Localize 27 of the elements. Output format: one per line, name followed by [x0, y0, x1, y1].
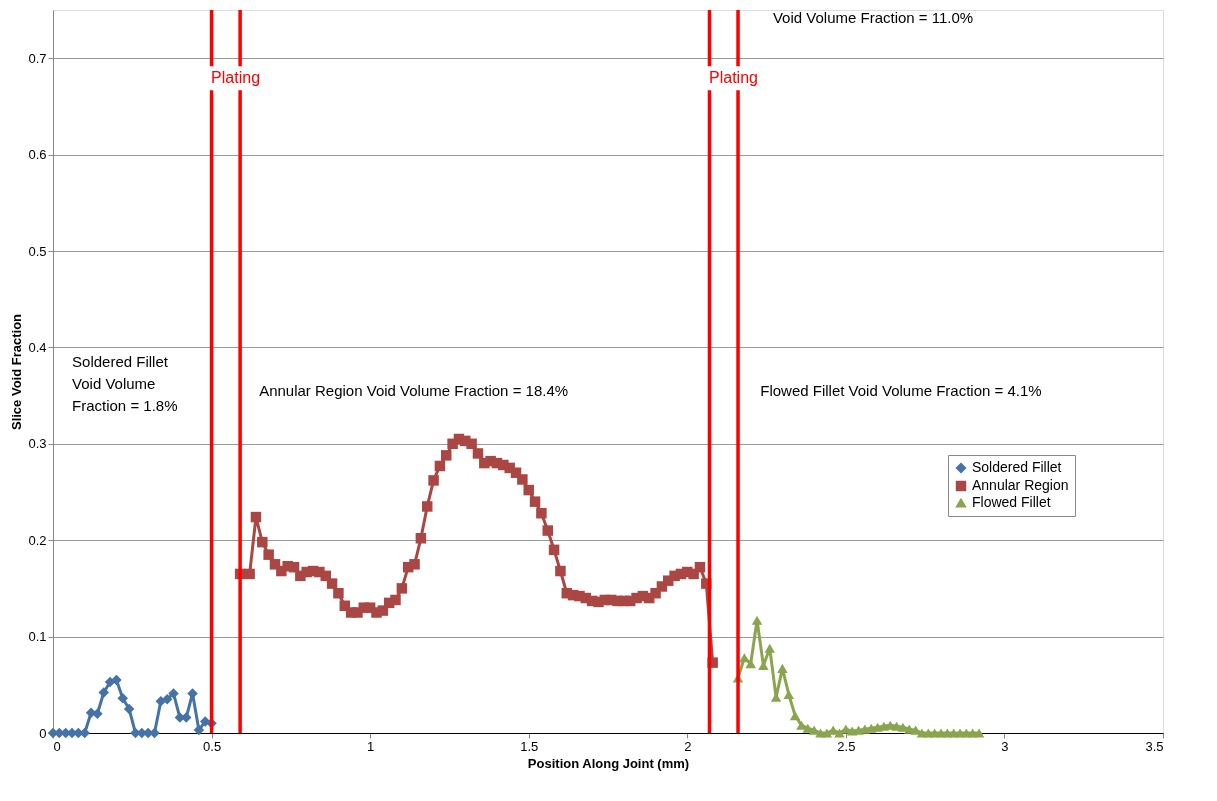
- legend-label: Annular Region: [972, 477, 1069, 493]
- legend-label: Flowed Fillet: [972, 494, 1051, 510]
- y-tick-label: 0.1: [28, 629, 47, 645]
- y-tick-label: 0.6: [28, 147, 47, 163]
- y-tick-label: 0.2: [28, 532, 47, 548]
- y-tick-label: 0.4: [28, 339, 47, 355]
- y-axis-title: Slice Void Fraction: [9, 313, 25, 431]
- annotation: Void Volume Fraction = 11.0%: [772, 8, 974, 26]
- ref-line-label: Plating: [709, 69, 758, 87]
- x-tick-label: 3.5: [1145, 738, 1164, 754]
- x-tick-label: 0.5: [203, 738, 222, 754]
- x-tick-label: 3: [1001, 738, 1009, 754]
- annotation: Annular Region Void Volume Fraction = 18.4%: [259, 381, 569, 399]
- x-tick-label: 0: [53, 738, 61, 754]
- y-tick-label: 0.5: [28, 243, 47, 259]
- y-tick-label: 0.7: [28, 50, 47, 66]
- x-tick-label: 1.5: [520, 738, 539, 754]
- annotation: Soldered Fillet Void Volume Fraction = 1.8%: [72, 352, 178, 414]
- x-tick-label: 1: [367, 738, 375, 754]
- x-tick-label: 2: [684, 738, 692, 754]
- x-axis-title: Position Along Joint (mm): [527, 755, 690, 771]
- x-tick-label: 2.5: [837, 738, 856, 754]
- annotation: Flowed Fillet Void Volume Fraction = 4.1%: [760, 381, 1042, 399]
- y-tick-label: 0.3: [28, 436, 47, 452]
- y-tick-label: 0: [39, 725, 47, 741]
- legend-label: Soldered Fillet: [972, 459, 1062, 475]
- ref-line-label: Plating: [211, 69, 261, 87]
